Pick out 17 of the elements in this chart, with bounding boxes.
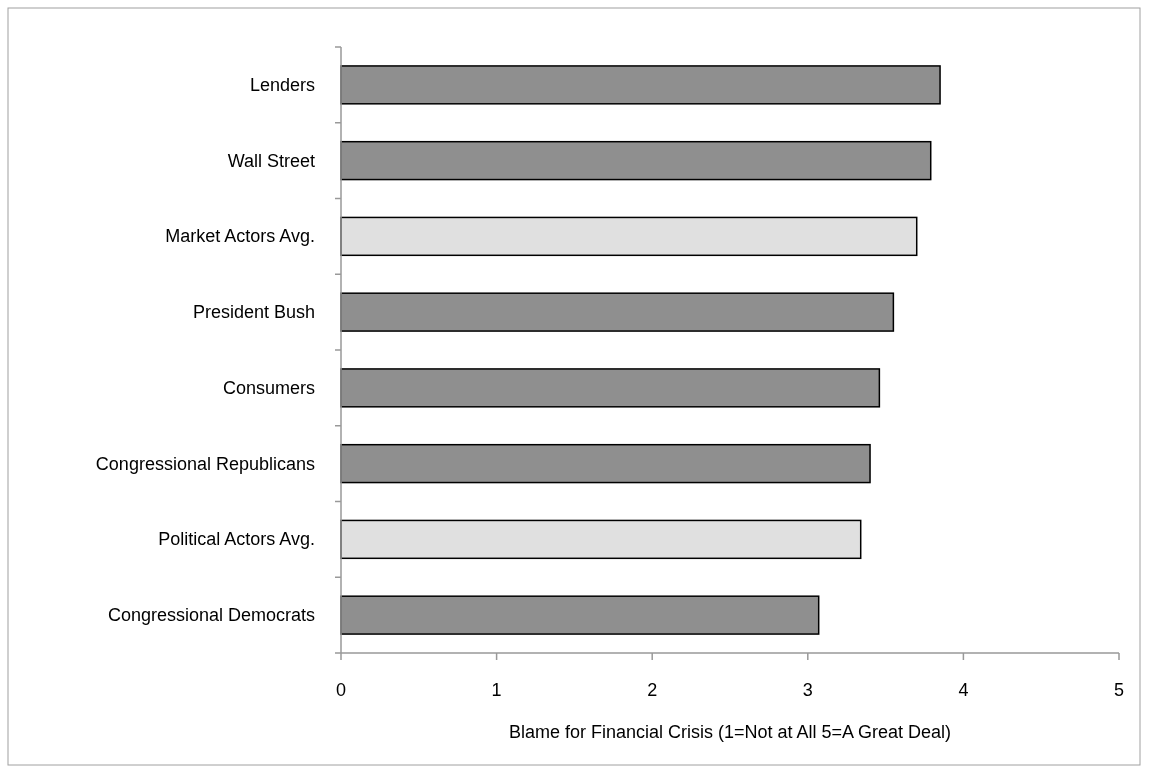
x-axis-title: Blame for Financial Crisis (1=Not at All 5=A Great Deal) — [508, 722, 952, 742]
y-tick-label: Political Actors Avg. — [158, 529, 315, 550]
x-tick-label: 3 — [802, 680, 813, 700]
y-tick-label: President Bush — [192, 302, 315, 323]
x-tick-label: 5 — [1113, 680, 1125, 700]
y-tick-label: Congressional Republicans — [95, 453, 315, 474]
x-tick-label: 1 — [491, 680, 502, 700]
x-tick-label: 4 — [958, 680, 969, 700]
y-tick-label: Market Actors Avg. — [165, 226, 315, 247]
y-tick-label: Lenders — [249, 74, 315, 95]
y-tick-label: Wall Street — [227, 150, 315, 171]
bar — [340, 216, 918, 257]
y-tick-label: Consumers — [222, 377, 315, 398]
x-tick-label: 2 — [647, 680, 658, 700]
bar — [340, 519, 862, 560]
x-tick-label: 0 — [335, 680, 347, 700]
y-tick-label: Congressional Democrats — [107, 605, 315, 626]
